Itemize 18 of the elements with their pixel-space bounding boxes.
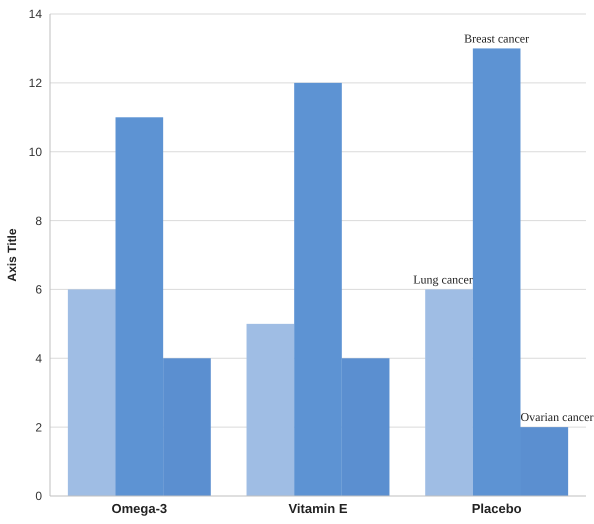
y-axis-title: Axis Title xyxy=(5,228,19,282)
y-tick-label: 12 xyxy=(28,76,42,90)
y-tick-label: 4 xyxy=(35,351,42,366)
bar xyxy=(246,324,294,496)
y-tick-label: 6 xyxy=(35,282,42,297)
y-tick-label: 14 xyxy=(28,7,42,22)
x-tick-label: Omega-3 xyxy=(112,501,168,516)
series-label: Lung cancer xyxy=(413,272,473,286)
y-tick-label: 2 xyxy=(35,420,42,434)
y-tick-label: 8 xyxy=(35,214,42,228)
x-tick-label: Vitamin E xyxy=(288,501,348,516)
x-tick-label: Placebo xyxy=(472,501,522,516)
y-tick-label: 10 xyxy=(28,144,42,159)
series-label: Ovarian cancer xyxy=(520,410,594,424)
bar xyxy=(425,289,473,496)
series-label: Breast cancer xyxy=(464,31,530,46)
bar xyxy=(68,289,116,496)
y-tick-label: 0 xyxy=(35,489,42,504)
